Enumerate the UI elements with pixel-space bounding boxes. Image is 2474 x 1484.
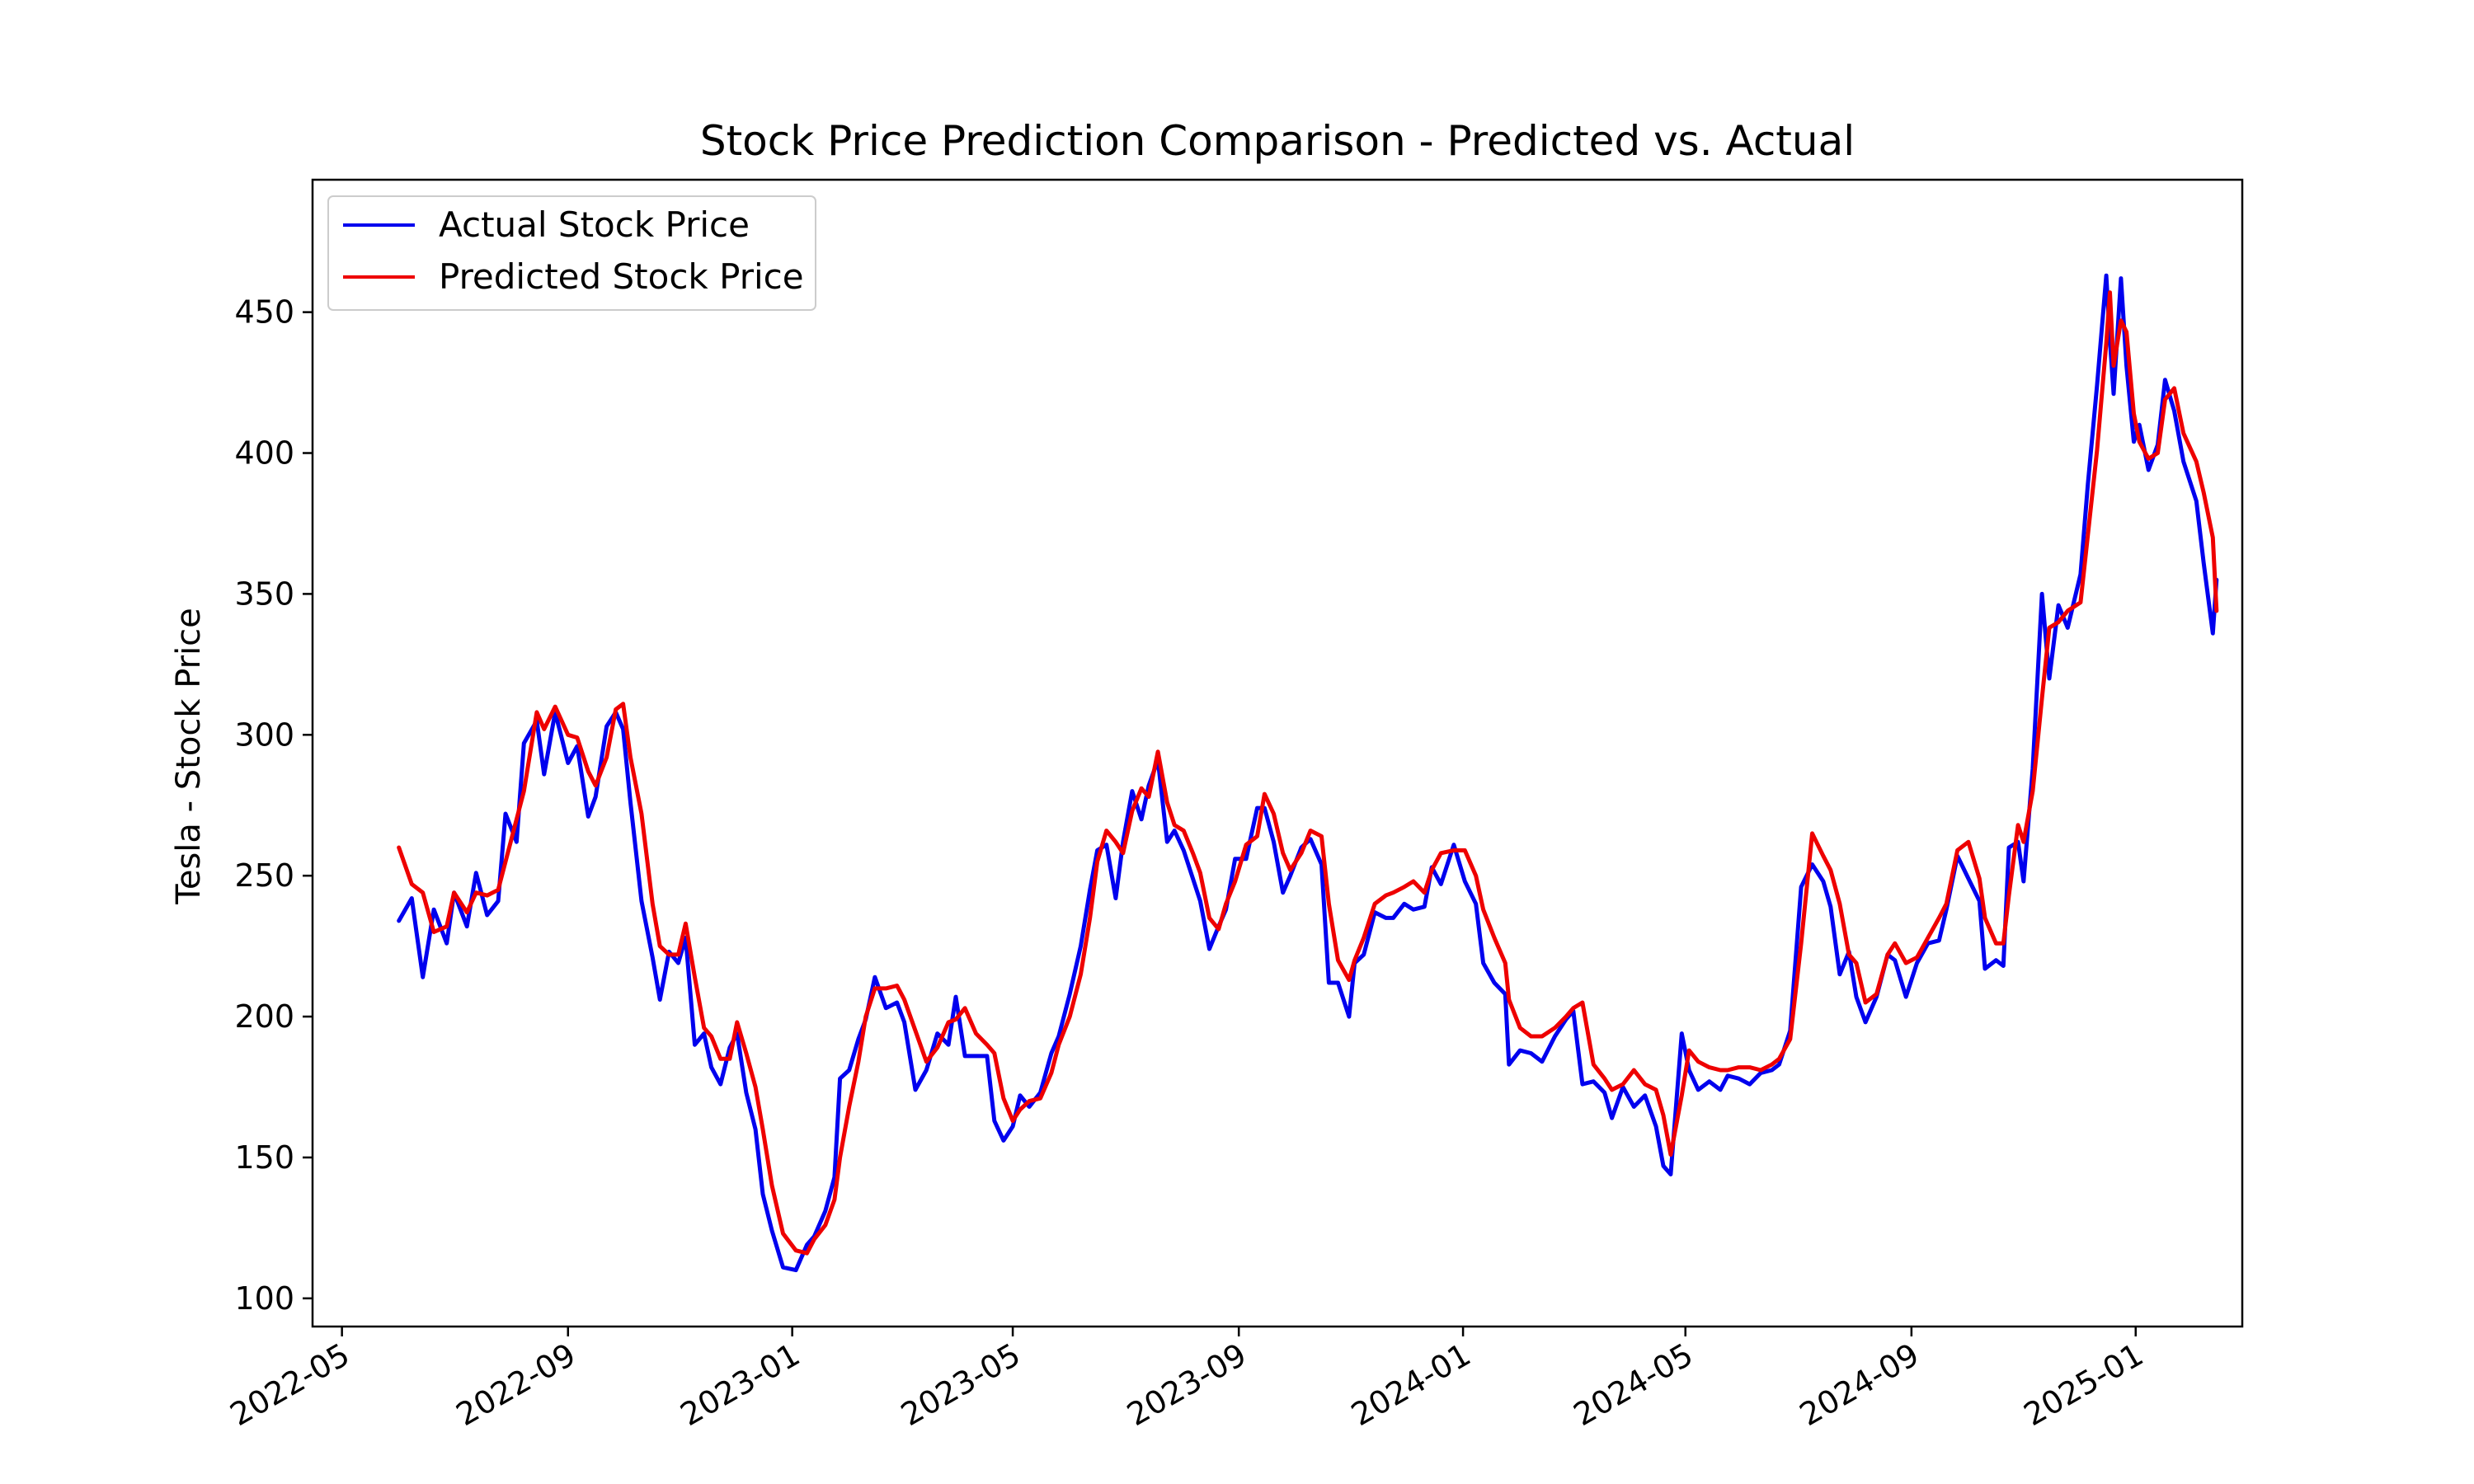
legend-box [327,195,816,311]
predicted-price-line [397,290,2219,1256]
y-axis-ticks: 100 150 200 250 300 350 400 450 [234,294,313,1317]
y-axis-label: Tesla - Stock Price [170,608,208,905]
y-tick-label: 300 [234,716,294,753]
y-tick-label: 200 [234,998,294,1035]
legend-label-actual: Actual Stock Price [439,204,750,245]
legend-label-predicted: Predicted Stock Price [439,256,804,297]
legend: Actual Stock Price Predicted Stock Price [327,195,816,311]
series-layer [397,273,2219,1273]
y-tick-label: 350 [234,575,294,612]
y-tick-label: 450 [234,294,294,331]
y-tick-label: 400 [234,435,294,472]
chart-title: Stock Price Prediction Comparison - Pred… [700,117,1855,165]
y-tick-label: 250 [234,857,294,894]
y-tick-label: 100 [234,1280,294,1317]
plot-frame [311,178,2244,1328]
y-tick-label: 150 [234,1139,294,1176]
